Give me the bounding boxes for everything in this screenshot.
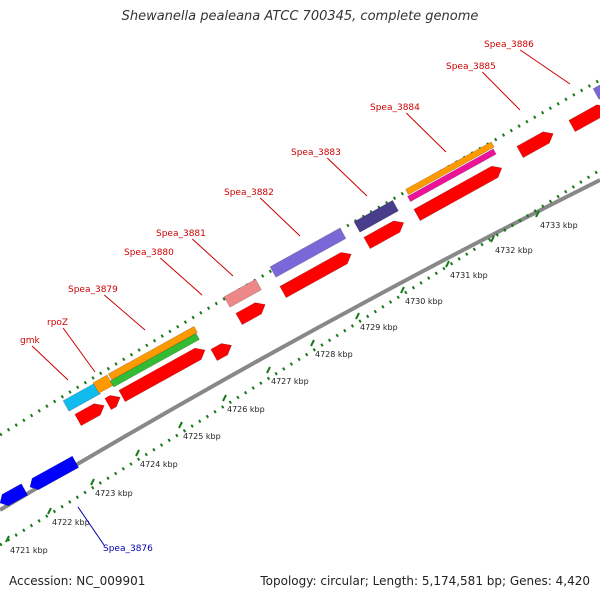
forward-cds-arrow	[279, 252, 352, 299]
gene-label-forward: Spea_3885	[446, 62, 496, 72]
forward-cds-arrow	[363, 220, 405, 250]
scale-tick-label: 4731 kbp	[450, 271, 488, 280]
gene-label-leader	[77, 506, 105, 546]
feature-tracks	[62, 84, 600, 412]
reverse-cds-arrow	[0, 483, 29, 507]
feature-track-bar	[353, 200, 399, 233]
scale-major-tick	[135, 449, 140, 457]
scale-major-tick	[90, 478, 95, 486]
scale-major-tick	[222, 394, 227, 402]
scale-major-tick	[310, 339, 315, 347]
gene-label-forward: Spea_3882	[224, 188, 274, 198]
feature-track-bar	[269, 227, 347, 278]
gene-label-forward: gmk	[20, 336, 40, 346]
scale-dots-outer	[0, 78, 600, 437]
gene-label-forward: Spea_3886	[484, 40, 534, 50]
scale-major-tick	[355, 312, 360, 320]
gene-label-forward: rpoZ	[47, 318, 68, 328]
forward-cds-arrow	[118, 347, 206, 403]
forward-cds-arrow	[516, 131, 554, 159]
scale-tick-label: 4727 kbp	[271, 377, 309, 386]
gene-label-forward: Spea_3881	[156, 229, 206, 239]
feature-track-bar	[223, 278, 262, 308]
scale-tick-label: 4729 kbp	[360, 323, 398, 332]
scale-tick-label: 4721 kbp	[10, 546, 48, 555]
scale-tick-label: 4724 kbp	[140, 460, 178, 469]
gene-label-forward: Spea_3879	[68, 285, 118, 295]
topology-text: Topology: circular; Length: 5,174,581 bp…	[260, 574, 590, 588]
feature-track-bar	[592, 84, 600, 100]
reverse-cds-arrow	[29, 455, 80, 491]
gene-label-leader	[159, 257, 203, 296]
scale-tick-label: 4722 kbp	[52, 518, 90, 527]
feature-track-bar	[107, 326, 198, 381]
scale-tick-label: 4725 kbp	[183, 432, 221, 441]
scale-major-tick	[266, 366, 271, 374]
scale-tick-label: 4733 kbp	[540, 221, 578, 230]
gene-arrows	[0, 104, 600, 507]
feature-track-bar	[405, 141, 495, 196]
scale-tick-label: 4726 kbp	[227, 405, 265, 414]
gene-label-forward: Spea_3883	[291, 148, 341, 158]
gene-label-leader	[326, 157, 368, 197]
scale-major-tick	[445, 260, 450, 268]
gene-label-forward: Spea_3884	[370, 103, 420, 113]
scale-ticks: 4721 kbp 4722 kbp 4723 kbp 4724 kbp 4725 kbp…	[5, 210, 578, 555]
gene-label-leader	[259, 197, 301, 237]
scale-tick-label: 4728 kbp	[315, 350, 353, 359]
forward-cds-arrow	[568, 104, 600, 133]
gene-label-forward: Spea_3880	[124, 248, 174, 258]
gene-label-leader	[62, 327, 96, 373]
scale-major-tick	[178, 421, 183, 429]
genome-backbone	[0, 178, 600, 512]
scale-tick-label: 4723 kbp	[95, 489, 133, 498]
forward-cds-arrow	[210, 343, 232, 362]
feature-track-bar	[109, 333, 200, 388]
accession-text: Accession: NC_009901	[9, 574, 146, 588]
scale-tick-label: 4732 kbp	[495, 246, 533, 255]
scale-dots-inner	[0, 168, 600, 547]
scale-major-tick	[47, 507, 52, 515]
gene-label-leader	[520, 49, 571, 85]
scale-major-tick	[490, 235, 495, 243]
map-title: Shewanella pealeana ATCC 700345, complet…	[121, 9, 479, 24]
gene-label-leader	[31, 345, 69, 381]
forward-cds-arrow	[235, 302, 266, 326]
forward-cds-arrow	[104, 395, 121, 411]
gene-label-leader	[481, 71, 521, 111]
scale-tick-label: 4730 kbp	[405, 297, 443, 306]
forward-cds-arrow	[413, 165, 503, 222]
feature-track-bar	[62, 382, 101, 412]
gene-label-leader	[103, 294, 146, 331]
scale-major-tick	[5, 535, 10, 543]
gene-label-reverse: Spea_3876	[103, 544, 153, 554]
gene-label-leader	[191, 238, 234, 277]
gene-label-leader	[405, 112, 447, 153]
scale-major-tick	[535, 210, 540, 218]
feature-track-bar	[407, 148, 497, 203]
scale-major-tick	[400, 286, 405, 294]
forward-cds-arrow	[74, 403, 105, 427]
